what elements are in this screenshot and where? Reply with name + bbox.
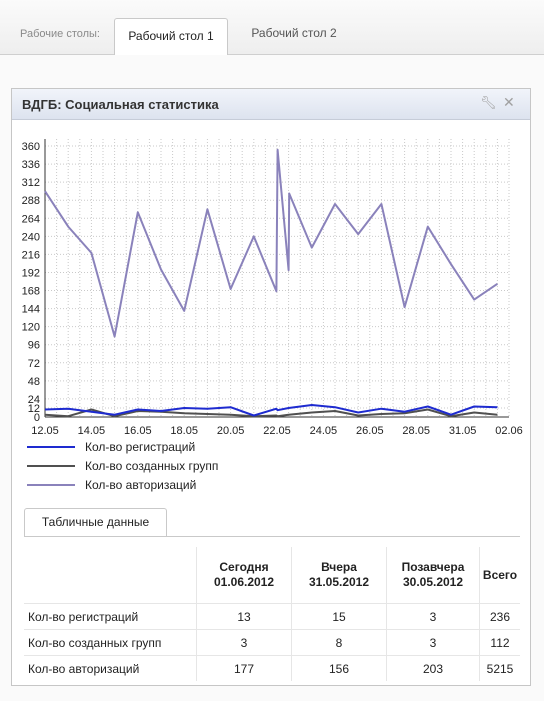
column-header-total: Всего [479,547,520,604]
social-stats-widget: ВДГБ: Социальная статистика 🔧︎ ✕ 0 12 24 48… [11,88,531,686]
x-tick-label: 20.05 [217,425,245,437]
cell-yesterday: 156 [291,655,387,681]
y-tick-label: 72 [28,358,40,370]
cell-day-before: 3 [386,603,480,630]
y-tick-label: 120 [22,322,40,334]
header-text: Сегодня [219,560,269,574]
legend-label: Кол-во созданных групп [85,459,219,473]
x-tick-label: 31.05 [449,425,477,437]
header-text: Вчера [321,560,357,574]
y-tick-label: 192 [22,267,40,279]
y-tick-label: 96 [28,340,40,352]
tab-desktop-2[interactable]: Рабочий стол 2 [251,26,337,40]
row-label: Кол-во регистраций [24,603,197,630]
series-line [44,404,498,417]
x-tick-label: 24.05 [310,425,338,437]
cell-total: 5215 [479,655,520,681]
y-tick-label: 312 [22,177,40,189]
cell-total: 236 [479,603,520,630]
x-tick-label: 18.05 [170,425,198,437]
legend-label: Кол-во авторизаций [85,478,197,492]
column-header-empty [24,547,197,604]
table-row: Кол-во авторизаций 177 156 203 5215 [24,655,520,681]
cell-day-before: 3 [386,629,480,656]
row-label: Кол-во авторизаций [24,655,197,681]
y-tick-label: 168 [22,286,40,298]
cell-day-before: 203 [386,655,480,681]
header-date: 01.06.2012 [213,575,275,589]
wrench-icon[interactable]: 🔧︎ [480,95,497,110]
y-tick-label: 240 [22,231,40,243]
table-row: Кол-во созданных групп 3 8 3 112 [24,629,520,656]
widget-title: ВДГБ: Социальная статистика [22,97,219,112]
tab-table-data[interactable]: Табличные данные [24,508,167,536]
x-tick-label: 16.05 [124,425,152,437]
y-tick-label: 24 [28,394,40,406]
header-date: 31.05.2012 [308,575,370,589]
x-tick-label: 22.05 [263,425,291,437]
table-header-row: Сегодня 01.06.2012 Вчера 31.05.2012 Позавч… [24,547,520,604]
tab-desktop-1[interactable]: Рабочий стол 1 [114,18,228,55]
widget-header[interactable]: ВДГБ: Социальная статистика 🔧︎ ✕ [12,89,530,120]
row-label: Кол-во созданных групп [24,629,197,656]
cell-today: 3 [196,629,292,656]
legend-swatch [27,465,75,467]
y-tick-label: 336 [22,159,40,171]
x-tick-label: 14.05 [78,425,106,437]
y-tick-label: 12 [28,403,40,415]
cell-yesterday: 15 [291,603,387,630]
desktop-tabs-bar: Рабочие столы: Рабочий стол 1 Рабочий ст… [0,0,544,55]
y-tick-label: 48 [28,376,40,388]
close-icon[interactable]: ✕ [503,94,515,110]
x-tick-label: 26.05 [356,425,384,437]
stats-table: Сегодня 01.06.2012 Вчера 31.05.2012 Позавч… [24,547,520,681]
legend-label: Кол-во регистраций [85,440,196,454]
legend-swatch [27,484,75,486]
cell-yesterday: 8 [291,629,387,656]
y-tick-label: 288 [22,195,40,207]
desktop-tabs-label: Рабочие столы: [20,28,100,40]
series-line [44,408,498,418]
header-date: 30.05.2012 [402,575,464,589]
y-tick-label: 144 [22,304,40,316]
column-header-day-before: Позавчера 30.05.2012 [386,547,480,604]
cell-today: 177 [196,655,292,681]
column-header-today: Сегодня 01.06.2012 [196,547,292,604]
legend-swatch [27,446,75,448]
x-tick-label: 02.06 [495,425,523,437]
x-tick-label: 28.05 [402,425,430,437]
column-header-yesterday: Вчера 31.05.2012 [291,547,387,604]
series-line [44,148,498,338]
cell-total: 112 [479,629,520,656]
y-tick-label: 360 [22,141,40,153]
cell-today: 13 [196,603,292,630]
header-text: Всего [482,567,518,582]
header-text: Позавчера [401,560,465,574]
table-row: Кол-во регистраций 13 15 3 236 [24,603,520,630]
y-tick-label: 264 [22,213,40,225]
y-tick-label: 0 [34,412,40,424]
x-tick-label: 12.05 [31,425,59,437]
divider [24,536,520,537]
y-tick-label: 216 [22,249,40,261]
